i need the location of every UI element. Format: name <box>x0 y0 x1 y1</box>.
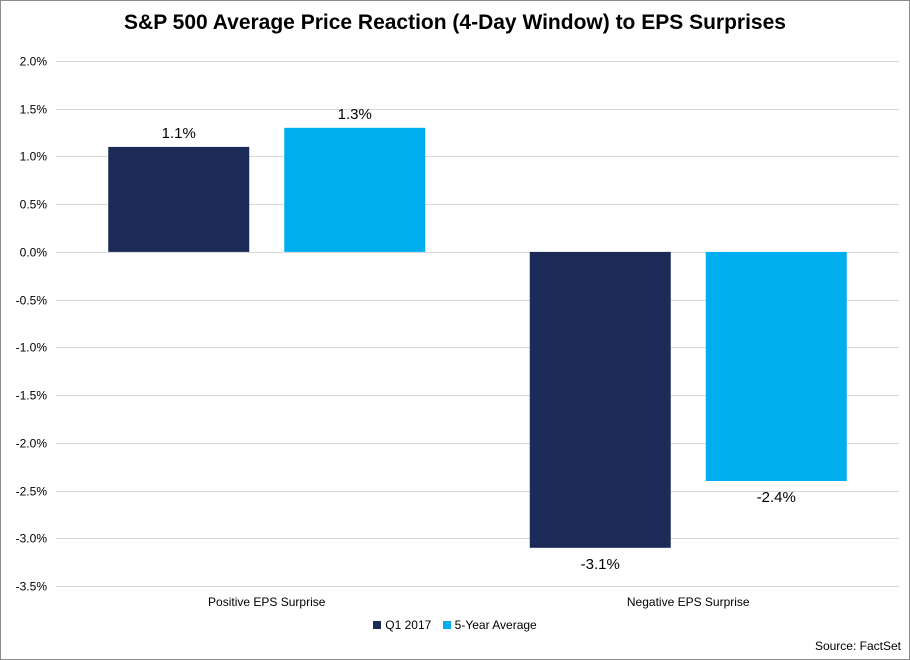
legend-swatch-5-year-average <box>442 621 451 629</box>
bar-q1-2017-negative-eps-surprise <box>529 251 671 548</box>
y-tick-label: -2.5% <box>16 485 48 499</box>
y-tick-label: 2.0% <box>20 55 48 69</box>
bar-q1-2017-positive-eps-surprise <box>108 146 250 252</box>
x-category-label: Positive EPS Surprise <box>208 595 326 609</box>
bar-5-year-average-negative-eps-surprise <box>705 251 847 481</box>
source-note: Source: FactSet <box>814 639 901 653</box>
y-tick-label: -3.0% <box>16 532 48 546</box>
y-tick-label: 0.5% <box>20 198 48 212</box>
y-tick-label: 1.5% <box>20 103 48 117</box>
bar-5-year-average-positive-eps-surprise <box>284 127 426 252</box>
legend-swatch-q1-2017 <box>373 621 382 629</box>
chart-title: S&P 500 Average Price Reaction (4-Day Wi… <box>124 11 786 34</box>
legend: Q1 2017 5-Year Average <box>1 618 909 632</box>
y-tick-label: -1.5% <box>16 389 48 403</box>
legend-item-q1-2017: Q1 2017 <box>373 618 431 632</box>
legend-label-q1-2017: Q1 2017 <box>385 618 432 632</box>
y-tick-label: 1.0% <box>20 150 48 164</box>
y-tick-label: -2.0% <box>16 437 48 451</box>
legend-item-5-year-average: 5-Year Average <box>442 618 537 632</box>
data-label: -3.1% <box>581 556 620 573</box>
data-label: 1.3% <box>338 106 372 123</box>
data-label: 1.1% <box>162 125 196 142</box>
x-category-label: Negative EPS Surprise <box>627 595 750 609</box>
y-tick-label: -0.5% <box>16 294 48 308</box>
data-label: -2.4% <box>757 489 796 506</box>
y-tick-label: 0.0% <box>20 246 48 260</box>
legend-label-5-year-average: 5-Year Average <box>454 618 537 632</box>
y-tick-label: -3.5% <box>16 580 48 594</box>
y-tick-label: -1.0% <box>16 341 48 355</box>
